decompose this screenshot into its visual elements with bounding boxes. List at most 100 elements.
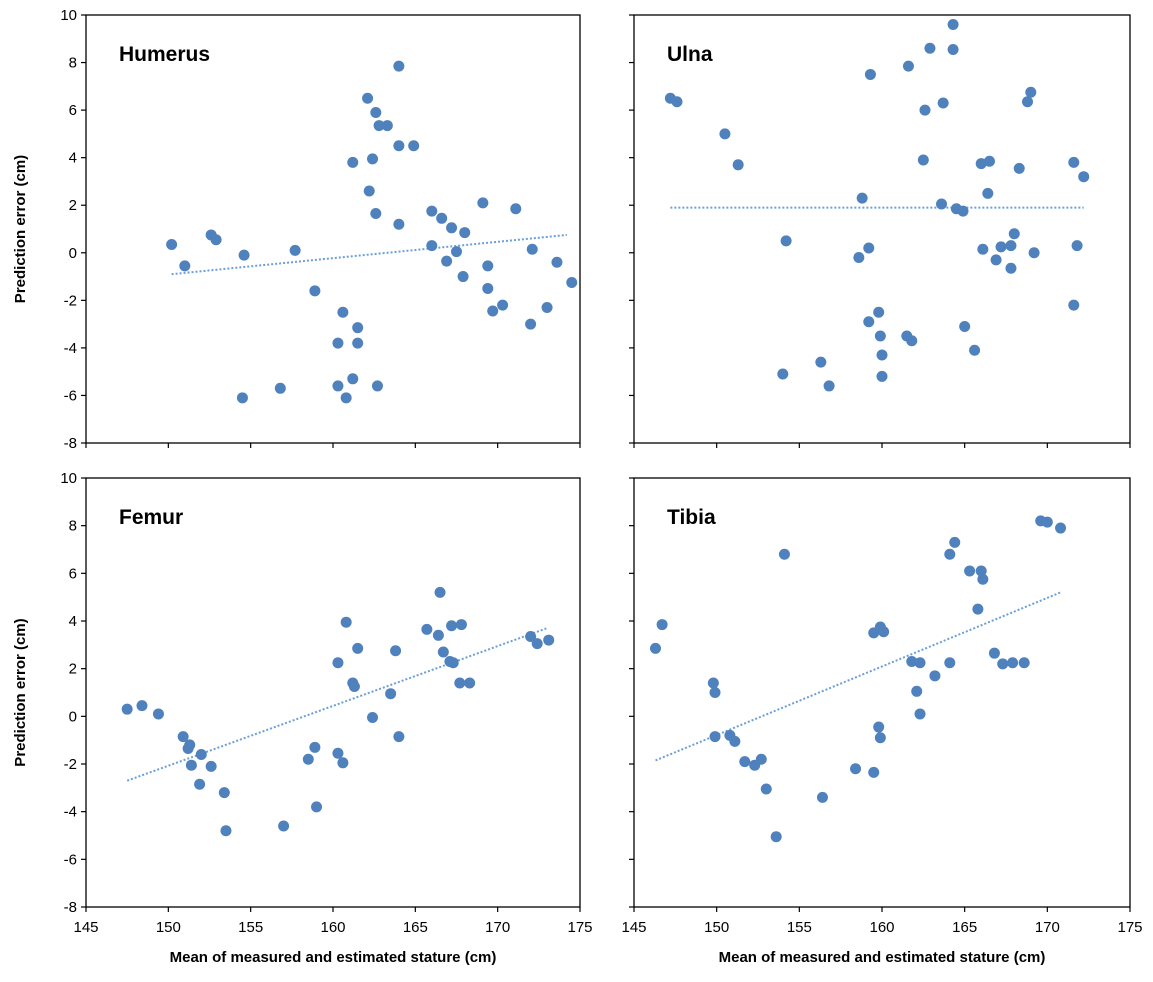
trendline [655,591,1061,762]
data-point [393,140,405,152]
data-point [195,748,207,760]
data-point [873,306,885,318]
y-tick-label: -6 [64,387,77,404]
data-point [367,712,379,724]
data-point [543,634,555,646]
plot-frame [633,477,1131,908]
y-tick-label: -6 [64,851,77,868]
data-point [337,757,349,769]
data-point [238,249,250,261]
data-point [815,356,827,368]
data-point [337,306,349,318]
data-point [311,801,323,813]
chart-panel-ulna: Ulna [629,14,1131,448]
data-point [393,731,405,743]
y-tick-label: 0 [69,245,77,262]
data-point [777,368,789,380]
chart-panel-femur: -8 -6 -4 -2 0 2 4 6 8 10 145 150 155 160 165 170 175 Femu… [12,470,593,966]
data-point [432,629,444,641]
data-point [373,120,385,132]
data-point [309,741,321,753]
x-tick-label: 145 [621,919,646,936]
data-point [911,685,923,697]
y-tick-label: 10 [60,7,77,24]
data-point [332,380,344,392]
data-point [906,335,918,347]
panel-title: Tibia [667,506,716,529]
chart-panel-tibia: 145 150 155 160 165 170 175 Tibia Mean of measur… [621,477,1143,966]
data-point [719,128,731,140]
data-point [856,192,868,204]
data-point [510,203,522,215]
data-point [459,227,471,239]
data-point [363,185,375,197]
data-point [1025,86,1037,98]
data-point [1008,228,1020,240]
data-point [906,656,918,668]
data-point [949,536,961,548]
data-point [878,626,890,638]
data-point [919,104,931,116]
data-point [936,198,948,210]
data-point [1068,299,1080,311]
x-tick-label: 170 [485,919,510,936]
data-point [566,277,578,288]
data-point [121,703,133,715]
y-tick-label: 0 [69,708,77,725]
data-point [990,254,1002,266]
data-point [873,721,885,733]
data-point [947,43,959,55]
data-point [983,155,995,167]
data-point [975,158,987,170]
data-point [436,212,448,224]
y-tick-label: 8 [69,518,77,535]
x-tick-label: 150 [156,919,181,936]
data-point [729,735,741,747]
data-point [947,19,959,31]
data-point [1005,240,1017,252]
x-tick-label: 160 [320,919,345,936]
x-tick-label: 175 [1117,919,1142,936]
data-point [656,619,668,631]
data-point [525,318,537,330]
data-point [770,831,782,843]
y-tick-label: 6 [69,565,77,582]
y-tick-label: -2 [64,292,77,309]
data-point [739,756,751,768]
data-point [780,235,792,247]
x-tick-label: 155 [238,919,263,936]
trendline [126,627,548,782]
data-point [964,565,976,577]
data-point [482,282,494,294]
data-point [421,623,433,635]
y-tick-label: 4 [69,150,77,167]
trendline [171,233,567,276]
data-point [152,708,164,720]
y-tick-label: -4 [64,804,77,821]
data-point [278,820,290,832]
data-point [868,766,880,778]
data-point [1028,247,1040,259]
data-point [972,603,984,615]
data-point [755,753,767,765]
data-point [362,92,374,104]
y-axis-title: Prediction error (cm) [12,618,29,766]
data-point [541,301,553,313]
data-point [385,688,397,700]
chart-panel-humerus: -8 -6 -4 -2 0 2 4 6 8 10 Humerus Prediction error (… [12,7,581,452]
data-point [944,548,956,560]
data-point [426,240,438,252]
data-point [390,645,402,657]
data-point [1071,240,1083,252]
x-tick-label: 175 [567,919,592,936]
data-point [482,260,494,272]
data-point [975,565,987,577]
data-point [876,370,888,382]
data-point [302,753,314,765]
data-point [531,638,543,650]
y-tick-label: -4 [64,340,77,357]
data-point [332,657,344,669]
data-point [185,759,197,771]
data-point [497,299,509,311]
y-tick-label: 4 [69,613,77,630]
